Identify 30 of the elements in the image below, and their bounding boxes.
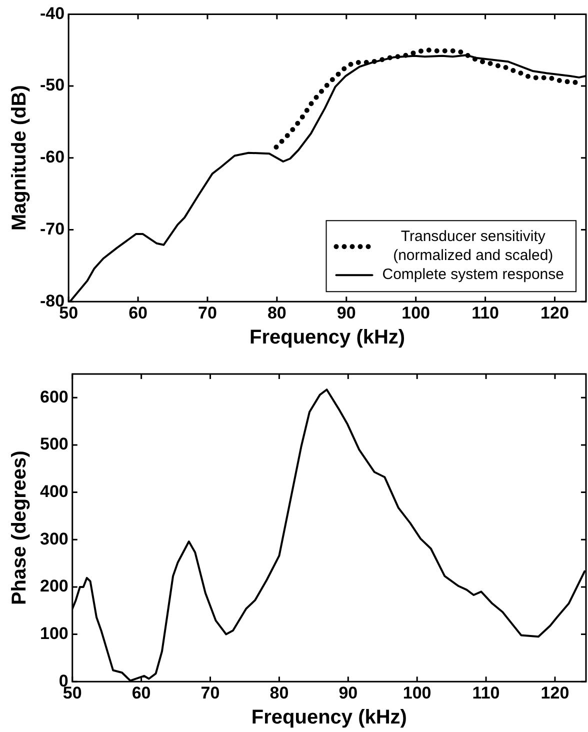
y-tick-label: -40 [40, 4, 65, 23]
x-tick-label: 100 [402, 303, 430, 322]
x-axis-title: Frequency (kHz) [251, 706, 407, 729]
x-tick-label: 110 [472, 683, 500, 702]
y-tick-label: 400 [40, 482, 68, 501]
y-tick-label: 500 [40, 434, 68, 454]
y-axis-title: Magnitude (dB) [8, 85, 31, 231]
y-tick-label: 200 [40, 576, 68, 596]
x-tick-label: 80 [267, 303, 286, 322]
x-tick-label: 60 [128, 303, 148, 322]
y-tick-label: -60 [40, 148, 65, 167]
x-tick-label: 90 [338, 683, 358, 702]
x-tick-label: 70 [200, 683, 220, 702]
x-tick-label: 70 [198, 303, 217, 322]
x-tick-label: 80 [270, 683, 289, 702]
x-tick-label: 110 [472, 303, 500, 322]
x-axis-title: Frequency (kHz) [249, 326, 406, 349]
x-tick-label: 90 [336, 303, 356, 322]
x-tick-label: 100 [402, 683, 432, 702]
x-tick-label: 60 [132, 683, 151, 702]
y-tick-label: 600 [40, 387, 68, 406]
legend-label: Transducer sensitivity (normalized and scaled) [393, 228, 554, 264]
x-tick-label: 120 [540, 683, 570, 702]
y-tick-label: -70 [40, 219, 65, 238]
y-tick-label: 300 [40, 529, 68, 548]
y-axis-title: Phase (degrees) [8, 450, 31, 606]
y-tick-label: 100 [40, 624, 68, 643]
x-tick-label: 120 [540, 303, 569, 322]
y-tick-label: -50 [40, 76, 65, 95]
legend-label: Complete system response [382, 266, 564, 284]
